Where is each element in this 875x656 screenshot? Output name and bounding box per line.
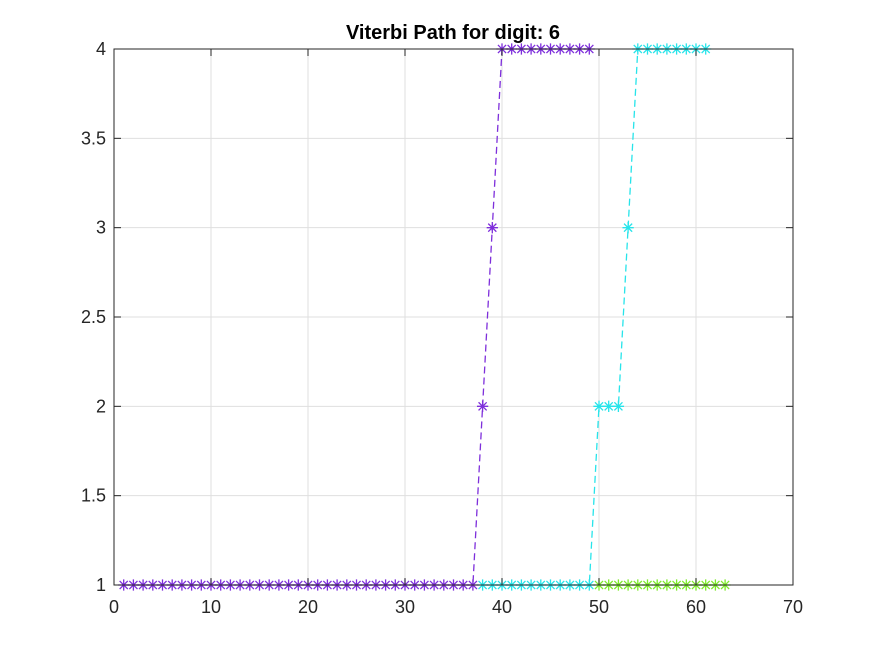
y-tick-label: 1	[96, 575, 106, 595]
tick-labels: 0 10 20 30 40 50 60 70 1 1.5 2 2.5 3 3.5 4	[81, 39, 803, 617]
x-tick-label: 60	[686, 597, 706, 617]
data-point-marker	[593, 400, 605, 412]
y-tick-label: 2	[96, 396, 106, 416]
x-tick-label: 70	[783, 597, 803, 617]
data-point-marker	[603, 400, 615, 412]
data-point-marker	[612, 400, 625, 412]
data-point-marker	[486, 222, 498, 234]
axis-ticks	[113, 48, 794, 586]
y-tick-label: 4	[96, 39, 106, 59]
data-point-marker	[476, 400, 489, 412]
grid-lines	[113, 48, 794, 586]
y-tick-label: 3	[96, 218, 106, 238]
y-tick-label: 2.5	[81, 307, 106, 327]
x-tick-label: 30	[395, 597, 415, 617]
x-tick-label: 20	[298, 597, 318, 617]
chart-title: Viterbi Path for digit: 6	[346, 22, 560, 44]
y-tick-label: 1.5	[81, 486, 106, 506]
data-point-marker	[622, 222, 634, 234]
x-tick-label: 10	[201, 597, 221, 617]
x-tick-label: 50	[589, 597, 609, 617]
x-tick-label: 40	[492, 597, 512, 617]
y-tick-label: 3.5	[81, 128, 106, 148]
x-tick-label: 0	[109, 597, 119, 617]
